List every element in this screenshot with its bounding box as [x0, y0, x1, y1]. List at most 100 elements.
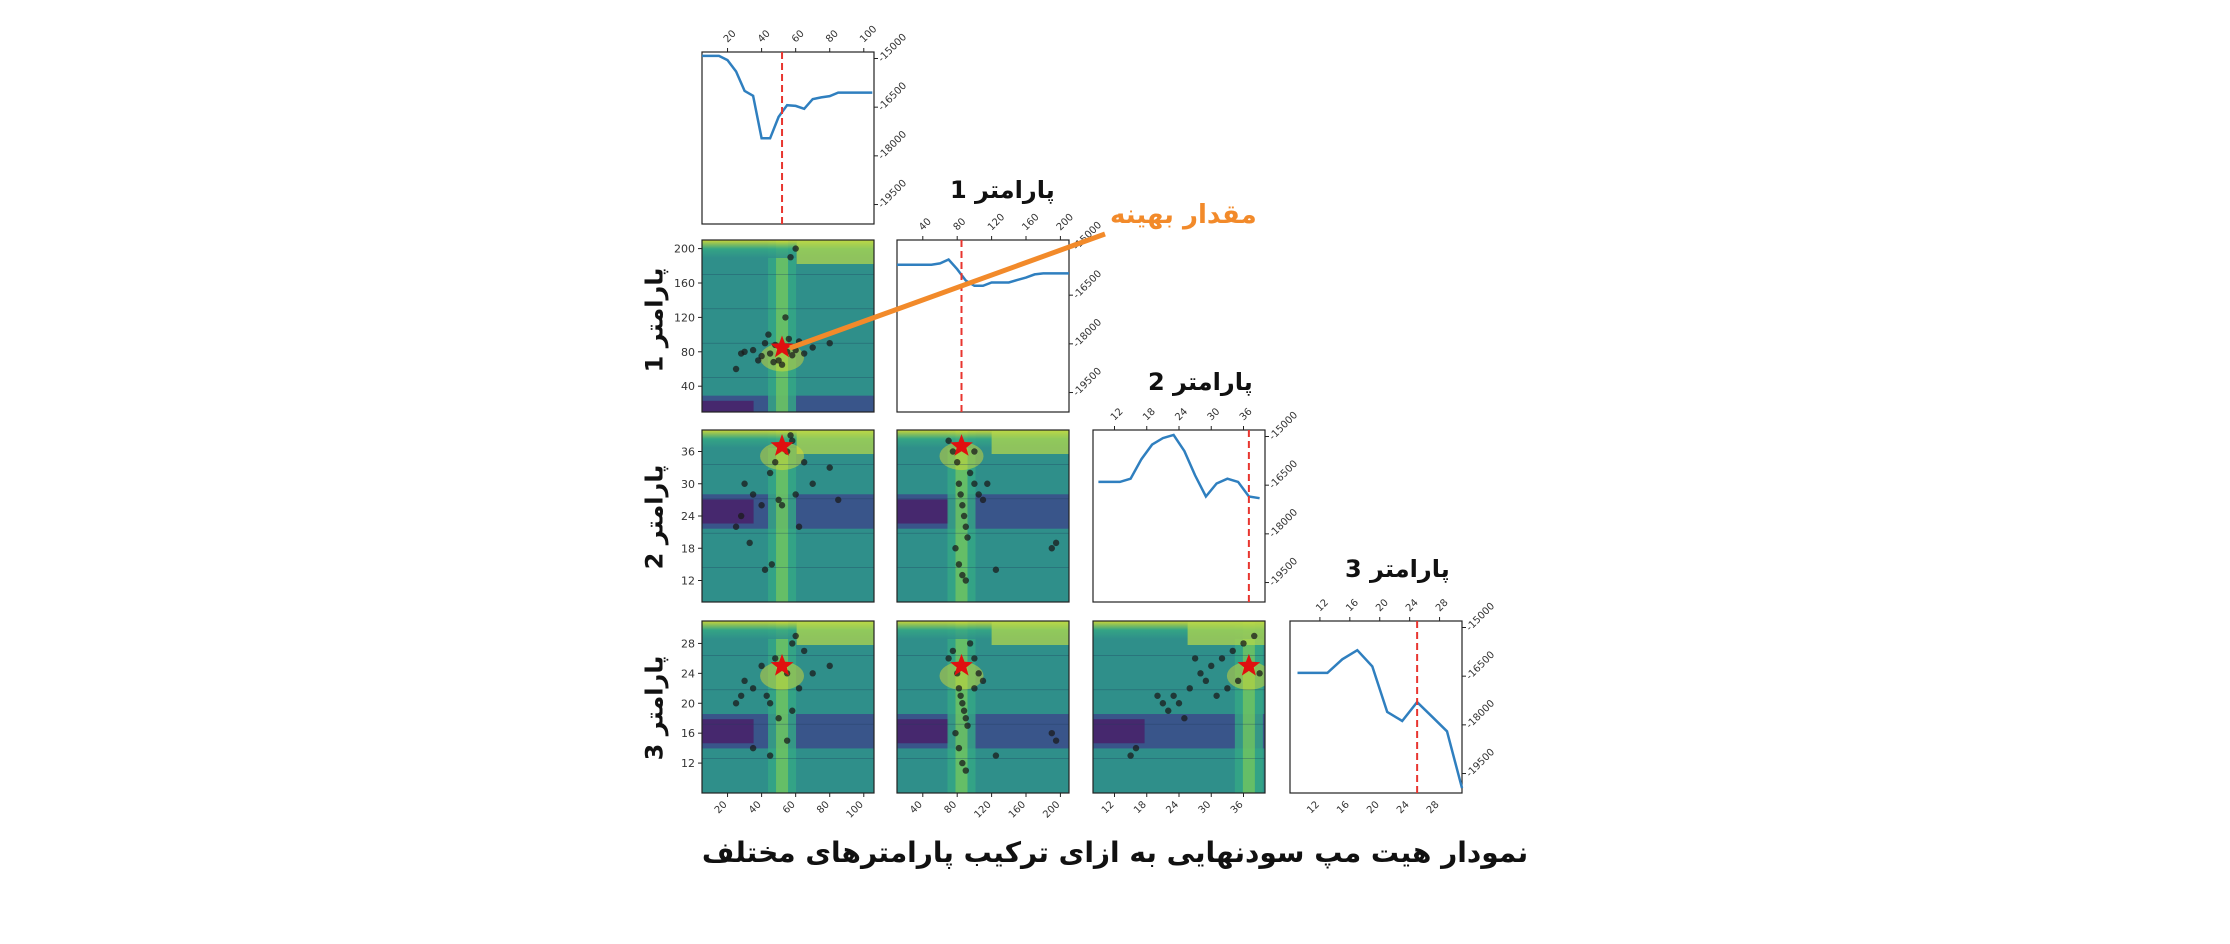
y-tick-label: 16 — [681, 727, 695, 740]
x-tick-label: 24 — [1164, 799, 1181, 816]
x-tick-label: 20 — [1374, 597, 1391, 614]
optimum-star — [950, 434, 973, 456]
y-tick-label: -15000 — [876, 32, 909, 65]
sample-point — [955, 480, 963, 487]
sample-point — [992, 752, 1000, 759]
sample-point — [979, 496, 987, 504]
axes-frame — [701, 51, 875, 225]
optimum-star — [1237, 653, 1261, 676]
sample-point — [959, 571, 966, 579]
sample-point — [971, 685, 978, 692]
axes-frame — [1092, 429, 1266, 603]
high-core — [1242, 621, 1255, 793]
marginal-plot-2: 12 18 24 30 36 -15000 -16500 -18000 -19500 — [1092, 406, 1300, 603]
axes-frame — [701, 620, 875, 794]
heat-background — [897, 621, 1069, 793]
sample-point — [787, 432, 794, 439]
heatmap-2-0: 12 18 24 30 36 — [681, 429, 875, 603]
sample-point — [1240, 640, 1247, 647]
high-core — [776, 240, 789, 412]
heatmap-surface — [702, 621, 874, 793]
x-tick-label: 18 — [1132, 799, 1149, 816]
hot-region — [796, 430, 874, 454]
y-tick-label: -16500 — [1464, 649, 1497, 682]
x-tick-label: 28 — [1434, 597, 1451, 614]
y-tick-label: -15000 — [1464, 601, 1497, 634]
objective-line — [897, 257, 1069, 288]
axes-frame — [896, 620, 1070, 794]
sample-point — [772, 459, 779, 466]
sample-point — [984, 480, 991, 487]
optimum-star — [950, 653, 973, 676]
sample-point — [766, 350, 774, 357]
sample-point — [772, 655, 779, 662]
y-tick-label: 30 — [681, 478, 695, 491]
sample-point — [775, 357, 782, 364]
sample-point — [1213, 692, 1220, 699]
sample-point — [1191, 655, 1199, 662]
x-tick-label: 100 — [858, 24, 879, 45]
diagonal-title-param3: پارامتر 3 — [1345, 555, 1450, 583]
sample-point — [792, 245, 799, 252]
sample-point — [1202, 677, 1210, 685]
low-core — [702, 719, 754, 744]
objective-line — [702, 54, 873, 140]
sample-point — [737, 512, 745, 520]
x-tick-label: 12 — [1314, 597, 1331, 614]
diagonal-title-param1: پارامتر 1 — [950, 176, 1055, 204]
sample-point — [763, 692, 770, 699]
y-tick-label: -15000 — [1267, 410, 1300, 443]
row-label-param2: پارامتر 2 — [640, 464, 669, 570]
sample-point — [785, 335, 793, 343]
x-tick-label: 28 — [1425, 799, 1442, 816]
sample-point — [949, 647, 957, 655]
y-tick-label: 24 — [681, 667, 695, 680]
sample-point — [959, 502, 966, 509]
y-tick-label: -18000 — [876, 129, 909, 162]
low-core — [702, 400, 754, 412]
sample-point — [945, 655, 952, 662]
objective-line — [1098, 433, 1260, 500]
sample-point — [761, 566, 769, 573]
sample-point — [1208, 662, 1215, 670]
sample-point — [737, 692, 745, 699]
y-tick-label: 18 — [681, 542, 695, 555]
sample-point — [952, 729, 959, 737]
sample-point — [782, 314, 789, 321]
optimum-star — [770, 335, 794, 358]
x-tick-label: 20 — [713, 799, 730, 816]
sample-point — [1251, 632, 1258, 640]
sample-point — [960, 512, 968, 520]
sample-point — [746, 539, 753, 547]
y-tick-label: 12 — [681, 575, 695, 588]
high-core — [776, 621, 789, 793]
sample-point — [789, 352, 796, 359]
y-tick-label: -19500 — [1267, 556, 1300, 589]
sample-point — [957, 491, 964, 498]
x-tick-label: 40 — [908, 799, 925, 816]
sample-point — [754, 357, 762, 364]
y-tick-label: 200 — [674, 243, 695, 256]
sample-point — [749, 685, 757, 692]
sample-point — [1175, 700, 1183, 707]
marginal-plot-1: 40 80 120 160 200-15000-16500-18000-19500 — [896, 212, 1104, 413]
sample-point — [1256, 670, 1263, 677]
heatmap-surface — [702, 240, 874, 412]
hot-region — [796, 621, 874, 645]
sample-point — [1052, 539, 1060, 547]
sample-point — [955, 744, 963, 752]
sample-point — [800, 647, 808, 655]
y-tick-label: 28 — [681, 637, 695, 650]
sample-point — [732, 365, 740, 373]
x-tick-label: 12 — [1109, 406, 1126, 423]
sample-point — [741, 480, 748, 487]
sample-point — [775, 496, 782, 504]
sample-point — [749, 346, 757, 354]
sample-point — [945, 437, 952, 444]
sample-point — [749, 744, 757, 752]
x-tick-label: 100 — [845, 799, 866, 820]
sample-point — [957, 692, 964, 699]
sample-point — [1234, 677, 1242, 685]
x-tick-label: 80 — [824, 28, 841, 45]
